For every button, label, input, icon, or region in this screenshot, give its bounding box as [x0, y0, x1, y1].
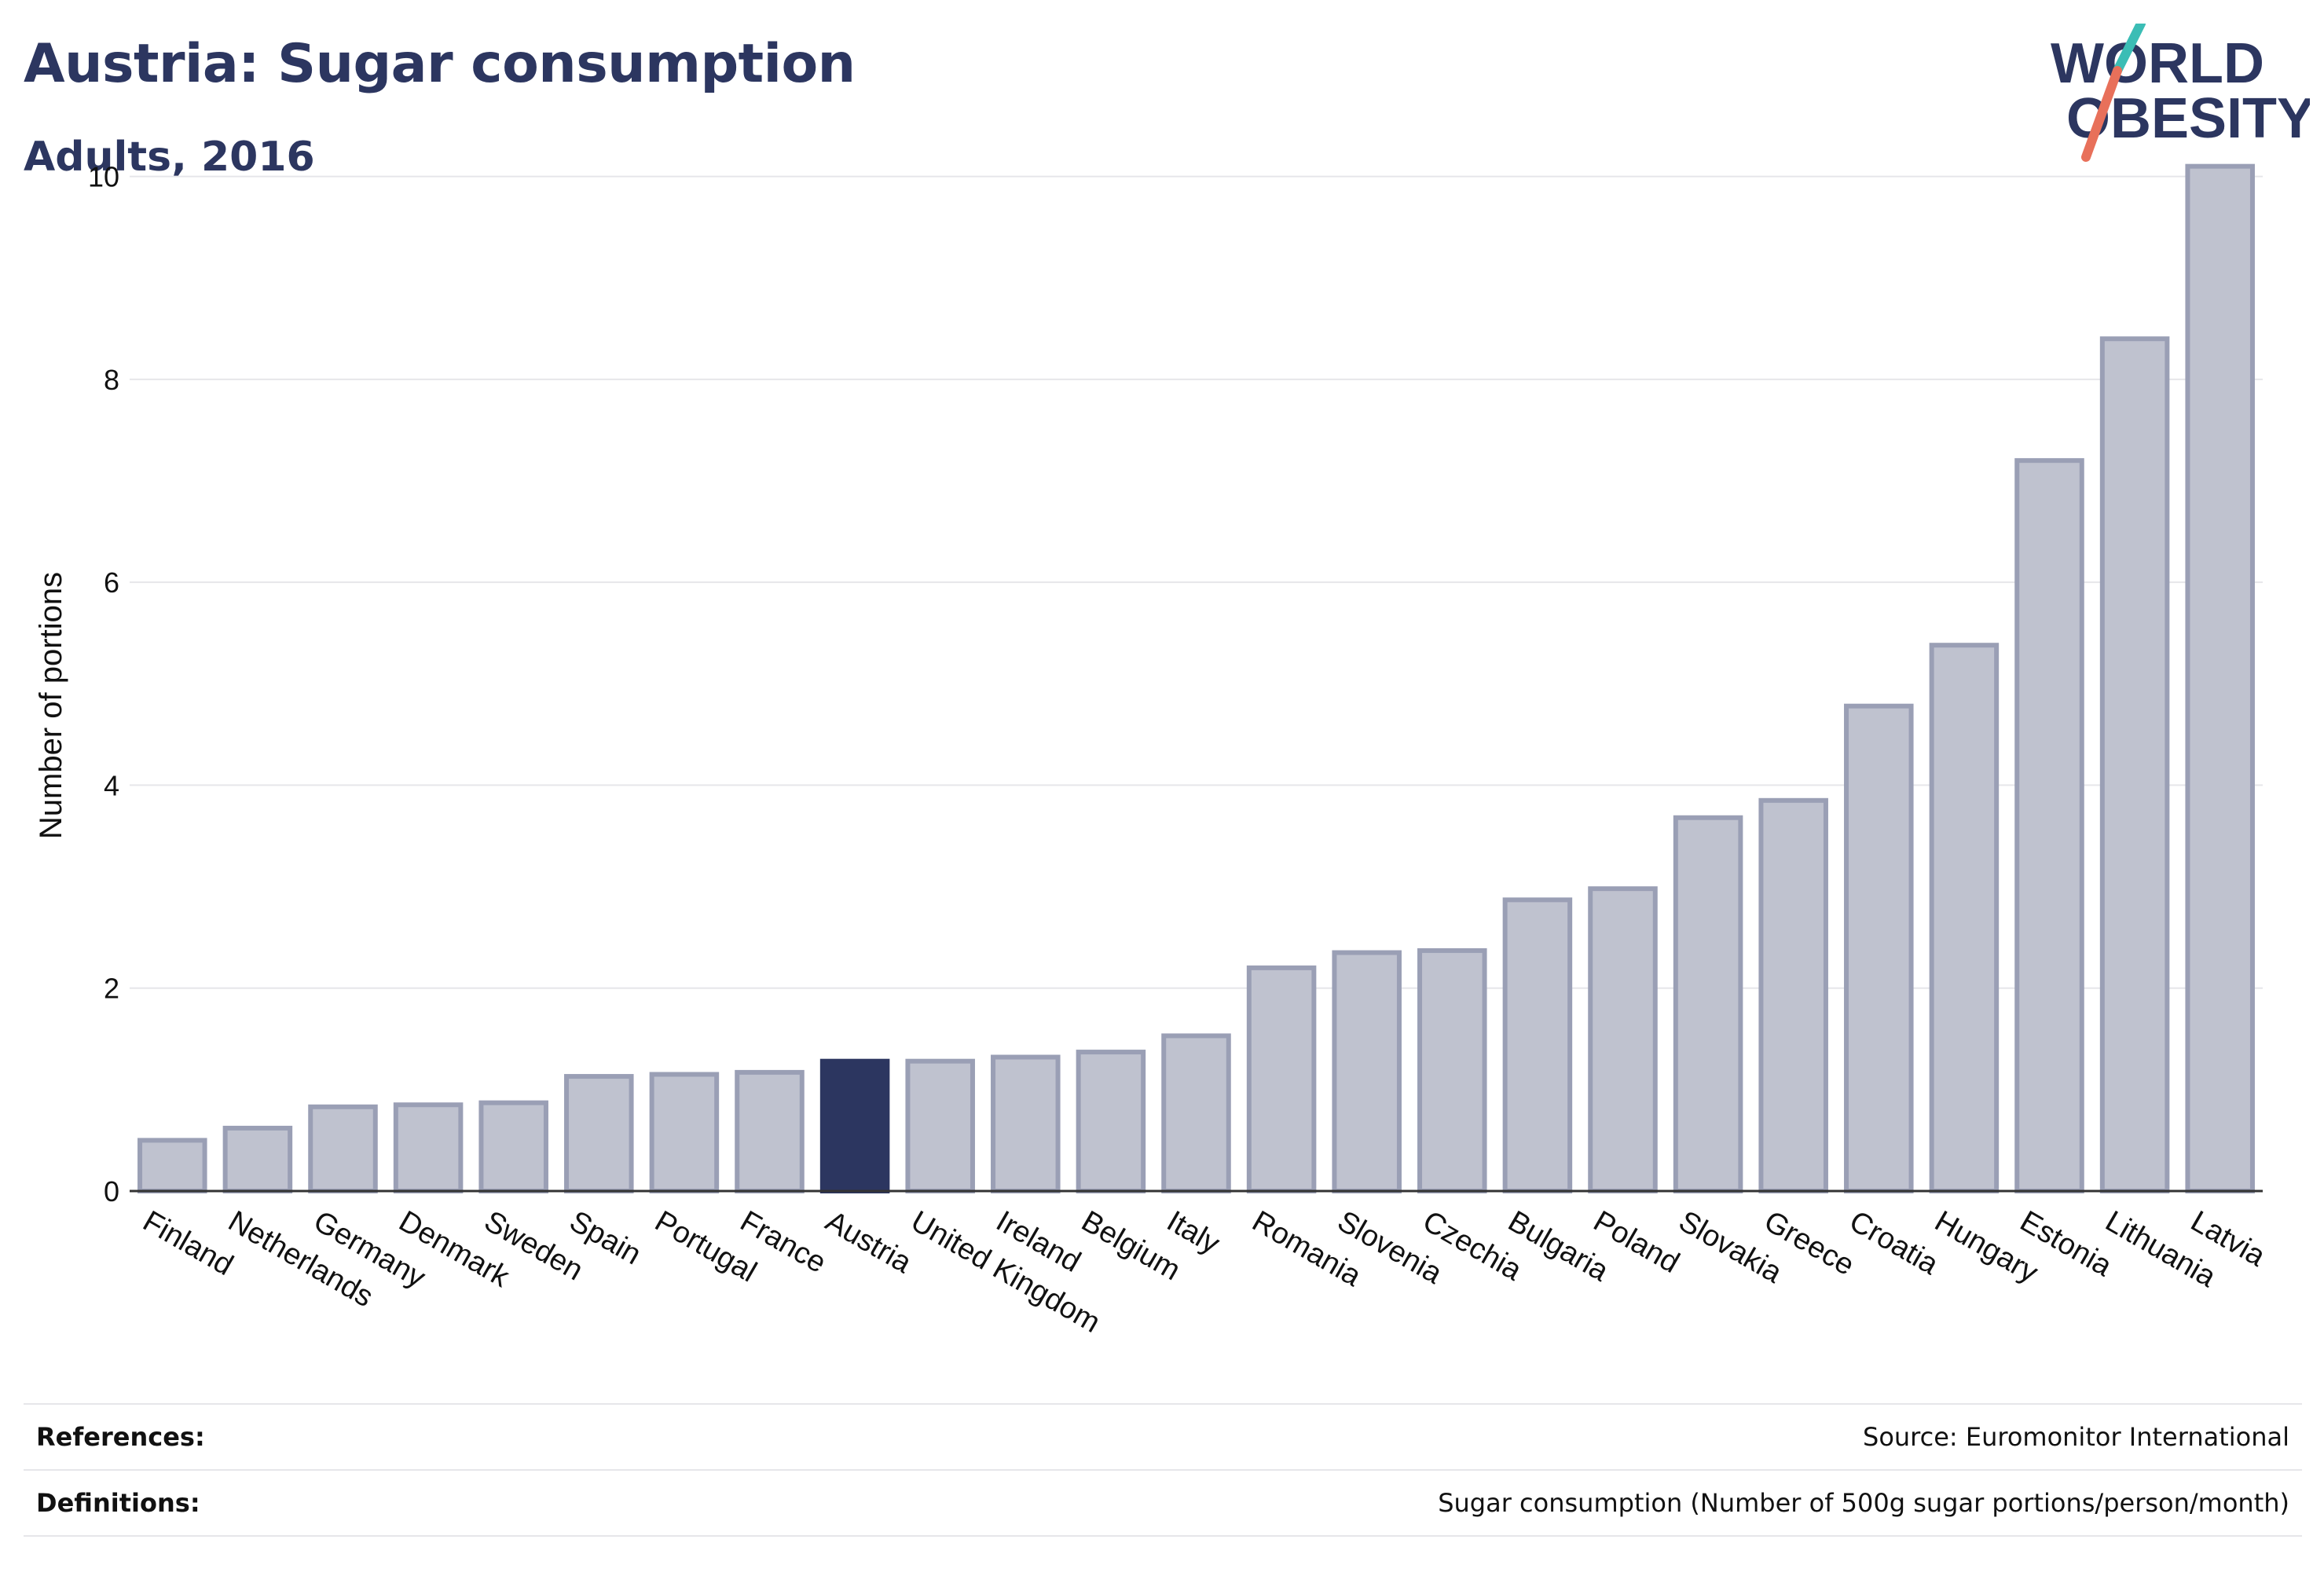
bar-denmark [393, 1102, 464, 1193]
bar-slovakia [1673, 815, 1743, 1193]
logo-slash-red [2081, 66, 2122, 162]
definitions-value: Sugar consumption (Number of 500g sugar … [1438, 1488, 2289, 1518]
bar-austria [819, 1058, 890, 1193]
bar-italy [1161, 1033, 1231, 1193]
bar-sweden [478, 1100, 548, 1194]
world-obesity-logo: WORLD OBESITY [2051, 24, 2310, 162]
references-label: References: [36, 1422, 205, 1452]
definitions-label: Definitions: [36, 1488, 200, 1518]
y-tick-label: 6 [104, 566, 119, 599]
page-title: Austria: Sugar consumption [24, 33, 856, 95]
y-tick-label: 2 [104, 973, 119, 1005]
bar-portugal [649, 1072, 720, 1193]
x-tick-label: Belgium [1076, 1204, 1186, 1287]
bar-czechia [1417, 947, 1487, 1193]
bar-greece [1758, 797, 1828, 1193]
bar-lithuania [2099, 336, 2170, 1194]
y-tick-label: 10 [88, 161, 119, 193]
x-tick-label: Austria [820, 1204, 918, 1280]
bar-netherlands [222, 1125, 293, 1193]
bar-latvia [2185, 163, 2255, 1194]
logo-slash-teal [2113, 24, 2146, 75]
references-row: References: Source: Euromonitor Internat… [24, 1403, 2302, 1469]
x-axis-ticks: FinlandNetherlandsGermanyDenmarkSwedenSp… [137, 1204, 2271, 1340]
logo-line-1: WORLD [2051, 32, 2264, 95]
references-value: Source: Euromonitor International [1863, 1422, 2289, 1452]
bar-united-kingdom [905, 1058, 975, 1193]
bars [137, 163, 2255, 1194]
bar-spain [564, 1074, 634, 1194]
bar-slovenia [1332, 950, 1402, 1193]
bar-bulgaria [1502, 897, 1573, 1193]
y-axis-ticks: 0 2 4 6 8 10 [88, 161, 119, 1208]
bar-romania [1246, 965, 1317, 1194]
bar-belgium [1076, 1050, 1146, 1194]
definitions-row: Definitions: Sugar consumption (Number o… [24, 1469, 2302, 1535]
y-tick-label: 0 [104, 1175, 119, 1208]
references-bottom-rule [24, 1535, 2302, 1537]
y-axis-label: Number of portions [34, 572, 68, 839]
bar-estonia [2014, 458, 2084, 1193]
x-tick-label: Croatia [1844, 1204, 1945, 1281]
bar-chart: 0 2 4 6 8 10 FinlandNetherlandsGermanyDenmark… [34, 161, 2271, 1340]
x-tick-label: Finland [137, 1204, 239, 1282]
bar-finland [137, 1138, 207, 1194]
bar-hungary [1929, 643, 2000, 1193]
bar-ireland [991, 1054, 1061, 1193]
bar-france [735, 1069, 805, 1193]
bar-poland [1588, 886, 1658, 1193]
bar-croatia [1844, 703, 1914, 1193]
y-tick-label: 4 [104, 769, 119, 801]
page-subtitle: Adults, 2016 [24, 134, 315, 181]
bar-germany [308, 1104, 378, 1193]
y-tick-label: 8 [104, 364, 119, 396]
